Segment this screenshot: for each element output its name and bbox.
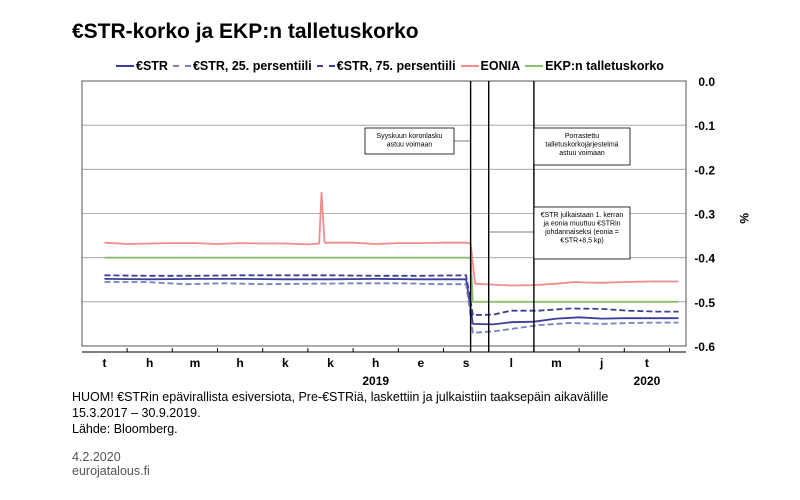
legend-swatch bbox=[316, 65, 335, 67]
chart-note: HUOM! €STRin epävirallista esiversiota, … bbox=[72, 389, 712, 437]
x-tick-label: t bbox=[103, 356, 107, 370]
annotation-text: astuu voimaan bbox=[559, 150, 605, 157]
plot-frame bbox=[81, 80, 687, 347]
x-tick-label: e bbox=[418, 356, 425, 370]
legend-item: EONIA bbox=[460, 59, 521, 73]
annotation-text: Syyskuun koronlasku bbox=[376, 133, 442, 140]
y-tick-label: -0.1 bbox=[694, 119, 715, 133]
series-line bbox=[104, 281, 679, 334]
legend-label: €STR, 75. persentiili bbox=[336, 59, 456, 73]
x-tick-label: j bbox=[599, 356, 603, 370]
annotation-text: talletuskorkojärjestelmä bbox=[545, 142, 618, 149]
annotation-text: astuu voimaan bbox=[387, 142, 433, 149]
x-tick-label: l bbox=[510, 356, 513, 370]
legend-item: €STR, 75. persentiili bbox=[316, 59, 456, 73]
note-line: 15.3.2017 – 30.9.2019. bbox=[72, 406, 201, 420]
y-axis-label: % bbox=[737, 213, 751, 224]
y-tick-label: -0.2 bbox=[694, 163, 715, 177]
chart-title: €STR-korko ja EKP:n talletuskorko bbox=[72, 20, 419, 43]
legend-label: EONIA bbox=[480, 59, 521, 73]
legend-swatch bbox=[172, 65, 191, 67]
y-tick-label: -0.6 bbox=[694, 340, 715, 354]
annotation-text: ja eonia muuttuu €STRin bbox=[542, 221, 620, 228]
annotation-box bbox=[533, 206, 631, 260]
legend-item: EKP:n talletuskorko bbox=[525, 59, 664, 73]
y-tick-label: -0.3 bbox=[694, 208, 715, 222]
annotation-text: €STR+8,5 kp) bbox=[560, 238, 603, 245]
publish-date: 4.2.2020 bbox=[72, 450, 121, 464]
legend-label: €STR, 25. persentiili bbox=[192, 59, 312, 73]
annotation-text: Porrastettu bbox=[565, 133, 599, 140]
legend-swatch bbox=[525, 65, 544, 67]
note-line: HUOM! €STRin epävirallista esiversiota, … bbox=[72, 390, 609, 404]
y-tick-label: -0.4 bbox=[694, 252, 715, 266]
x-tick-label: t bbox=[645, 356, 649, 370]
x-tick-label: h bbox=[146, 356, 153, 370]
x-year-label: 2020 bbox=[634, 374, 661, 388]
x-tick-label: h bbox=[372, 356, 379, 370]
series-line bbox=[104, 278, 679, 326]
x-tick-label: s bbox=[463, 356, 470, 370]
y-tick-label: -0.5 bbox=[694, 296, 715, 310]
legend-swatch bbox=[116, 65, 134, 67]
x-tick-label: m bbox=[190, 356, 201, 370]
legend-label: EKP:n talletuskorko bbox=[545, 59, 664, 73]
chart-legend: €STR €STR, 25. persentiili €STR, 75. perse… bbox=[116, 57, 669, 75]
x-year-label: 2019 bbox=[362, 374, 389, 388]
annotation-box bbox=[533, 127, 631, 166]
site-name: eurojatalous.fi bbox=[72, 464, 150, 478]
legend-label: €STR bbox=[136, 59, 168, 73]
annotation-box bbox=[364, 127, 455, 155]
annotation-text: johdannaiseksi (eonia = bbox=[544, 229, 619, 236]
legend-swatch bbox=[460, 65, 479, 67]
legend-item: €STR bbox=[116, 59, 168, 73]
y-tick-label: 0.0 bbox=[698, 75, 715, 89]
x-tick-label: k bbox=[282, 356, 289, 370]
x-tick-label: m bbox=[551, 356, 562, 370]
x-tick-label: h bbox=[236, 356, 243, 370]
legend-item: €STR, 25. persentiili bbox=[172, 59, 312, 73]
series-line bbox=[104, 274, 679, 316]
x-tick-label: k bbox=[327, 356, 334, 370]
series-line bbox=[104, 256, 679, 303]
note-line: Lähde: Bloomberg. bbox=[72, 422, 178, 436]
series-line bbox=[104, 191, 679, 287]
annotation-text: €STR julkaistaan 1. kerran bbox=[541, 212, 624, 219]
